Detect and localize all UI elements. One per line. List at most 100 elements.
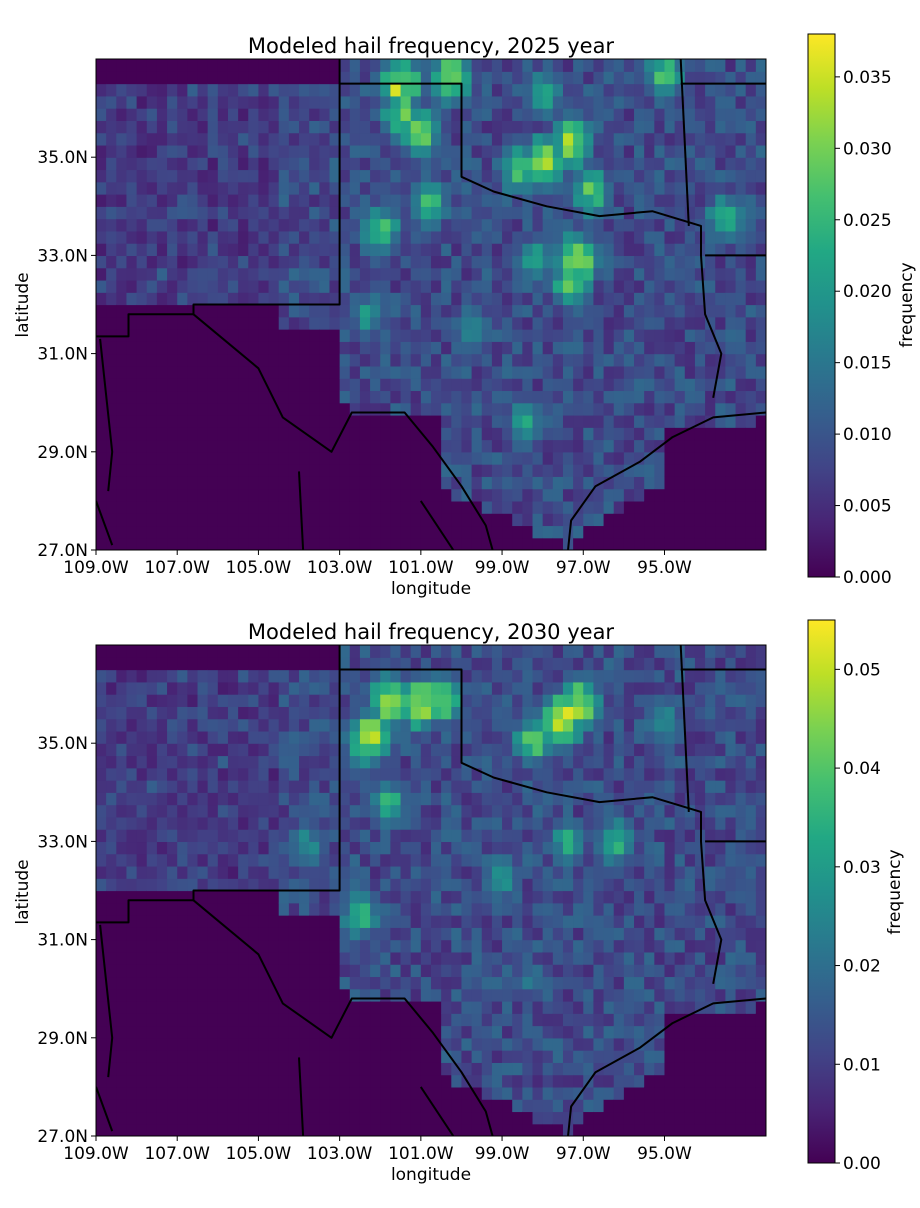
heatmap-cell <box>542 194 554 207</box>
heatmap-cell <box>197 1086 209 1100</box>
heatmap-cell <box>227 865 239 879</box>
heatmap-cell <box>522 792 534 806</box>
heatmap-cell <box>420 169 432 183</box>
heatmap-cell <box>573 194 584 207</box>
heatmap-cell <box>745 402 757 416</box>
heatmap-cell <box>552 694 564 707</box>
colorbar-tick-label: 0.000 <box>843 568 892 588</box>
heatmap-cell <box>359 730 371 744</box>
heatmap-cell <box>491 537 503 550</box>
heatmap-cell <box>359 476 371 490</box>
heatmap-cell <box>562 108 574 121</box>
heatmap-cell <box>522 681 534 695</box>
heatmap-cell <box>227 853 239 867</box>
heatmap-cell <box>167 132 178 146</box>
heatmap-cell <box>359 1062 371 1076</box>
heatmap-cell <box>745 194 757 207</box>
heatmap-cell <box>431 120 442 134</box>
heatmap-cell <box>268 645 280 658</box>
heatmap-cell <box>664 1086 676 1100</box>
heatmap-cell <box>207 194 219 207</box>
heatmap-cell <box>126 1025 138 1039</box>
heatmap-cell <box>177 537 188 550</box>
heatmap-cell <box>562 915 574 928</box>
heatmap-cell <box>227 951 239 965</box>
heatmap-cell <box>613 390 625 404</box>
heatmap-cell <box>96 144 107 158</box>
heatmap-cell <box>684 537 696 550</box>
heatmap-cell <box>654 488 666 502</box>
heatmap-cell <box>299 267 310 281</box>
heatmap-cell <box>502 1123 513 1136</box>
heatmap-cell <box>634 169 645 183</box>
heatmap-cell <box>502 390 513 404</box>
heatmap-cell <box>674 218 686 232</box>
heatmap-cell <box>217 83 229 97</box>
heatmap-cell <box>410 865 422 879</box>
heatmap-cell <box>562 365 574 379</box>
heatmap-cell <box>471 341 483 355</box>
heatmap-cell <box>410 902 422 916</box>
heatmap-cell <box>573 1062 584 1076</box>
heatmap-cell <box>400 829 412 843</box>
heatmap-cell <box>431 427 442 441</box>
heatmap-cell <box>319 513 331 527</box>
heatmap-cell <box>471 1025 483 1039</box>
heatmap-cell <box>146 1074 158 1088</box>
heatmap-cell <box>400 988 412 1002</box>
heatmap-cell <box>187 976 199 990</box>
heatmap-cell <box>238 780 249 793</box>
heatmap-cell <box>167 1025 178 1039</box>
heatmap-cell <box>207 329 219 342</box>
heatmap-cell <box>532 230 544 244</box>
heatmap-cell <box>674 144 686 158</box>
heatmap-cell <box>319 767 331 781</box>
heatmap-cell <box>552 718 564 732</box>
heatmap-cell <box>573 841 584 855</box>
heatmap-cell <box>319 755 331 769</box>
heatmap-cell <box>613 694 625 707</box>
heatmap-cell <box>359 1111 371 1125</box>
heatmap-cell <box>562 476 574 490</box>
heatmap-cell <box>207 865 219 879</box>
heatmap-cell <box>451 218 463 232</box>
heatmap-cell <box>583 780 595 793</box>
heatmap-cell <box>370 1086 381 1100</box>
heatmap-cell <box>156 1025 168 1039</box>
heatmap-cell <box>573 767 584 781</box>
heatmap-cell <box>96 206 107 220</box>
heatmap-cell <box>309 439 320 453</box>
heatmap-cell <box>258 755 270 769</box>
heatmap-cell <box>248 243 260 257</box>
heatmap-cell <box>481 267 493 281</box>
heatmap-cell <box>502 988 513 1002</box>
heatmap-cell <box>441 964 452 978</box>
heatmap-cell <box>187 59 199 72</box>
heatmap-cell <box>227 964 239 978</box>
heatmap-cell <box>156 927 168 941</box>
heatmap-cell <box>552 95 564 109</box>
heatmap-cell <box>715 132 726 146</box>
heatmap-cell <box>197 218 209 232</box>
heatmap-cell <box>512 243 523 257</box>
heatmap-cell <box>623 132 635 146</box>
heatmap-cell <box>603 157 615 171</box>
heatmap-cell <box>441 157 452 171</box>
heatmap-cell <box>583 390 595 404</box>
heatmap-cell <box>156 537 168 550</box>
heatmap-cell <box>319 120 331 134</box>
heatmap-cell <box>197 706 209 720</box>
heatmap-cell <box>623 706 635 720</box>
heatmap-cell <box>248 120 260 134</box>
heatmap-cell <box>613 206 625 220</box>
heatmap-cell <box>431 390 442 404</box>
heatmap-cell <box>654 1074 666 1088</box>
heatmap-cell <box>177 132 188 146</box>
heatmap-cell <box>359 243 371 257</box>
heatmap-cell <box>227 939 239 953</box>
heatmap-cell <box>329 353 341 367</box>
heatmap-cell <box>380 292 391 306</box>
heatmap-cell <box>400 1074 412 1088</box>
heatmap-cell <box>380 964 391 978</box>
heatmap-cell <box>156 304 168 318</box>
